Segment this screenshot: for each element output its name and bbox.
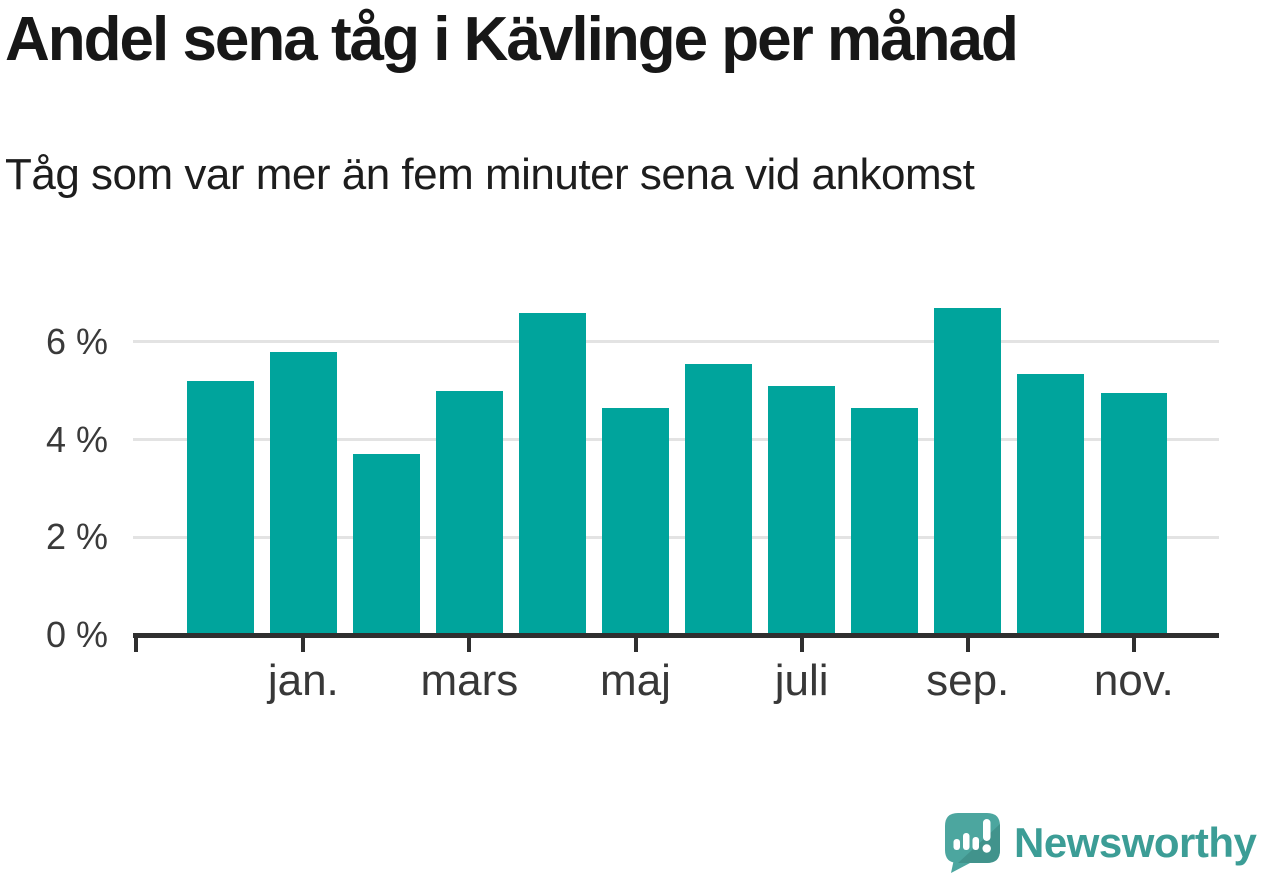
- bar-slot: [685, 293, 752, 635]
- x-axis-start-tick: [134, 636, 138, 652]
- x-tick-label: mars: [420, 656, 519, 705]
- bar-slot: [851, 293, 918, 635]
- bar: [851, 407, 918, 635]
- bar: [187, 380, 254, 635]
- bar: [602, 407, 669, 635]
- x-tick-label: jan.: [267, 656, 339, 705]
- bar: [1100, 393, 1168, 635]
- plot-area: jan. mars maj juli sep. nov.: [133, 293, 1219, 705]
- x-axis-tick: [799, 638, 804, 652]
- x-axis-tick: [965, 638, 970, 652]
- gridline: [133, 340, 1219, 343]
- chart-title: Andel sena tåg i Kävlinge per månad: [5, 5, 1019, 74]
- bar: [685, 363, 752, 635]
- bar: [519, 312, 586, 635]
- bar: [768, 385, 835, 635]
- bar: [353, 454, 420, 635]
- bar-slot: [187, 293, 254, 635]
- bar: [1017, 373, 1085, 635]
- y-tick-label: 6 %: [45, 321, 108, 362]
- x-tick-label: nov.: [1093, 656, 1174, 705]
- bar-slot: mars: [421, 293, 518, 705]
- gridline: [133, 536, 1219, 539]
- newsworthy-logo: Newsworthy: [944, 812, 1257, 874]
- x-axis-tick: [633, 638, 638, 652]
- bar-slot: maj: [600, 293, 671, 705]
- newsworthy-wordmark: Newsworthy: [1014, 819, 1257, 866]
- bar: [934, 307, 1001, 635]
- y-tick-label: 0 %: [45, 614, 108, 655]
- x-axis-tick: [467, 638, 472, 652]
- y-tick-label: 2 %: [45, 516, 108, 557]
- x-tick-label: juli: [774, 656, 829, 705]
- bar: [270, 351, 337, 635]
- bar-slot: sep.: [926, 293, 1009, 705]
- bar-slot: nov.: [1094, 293, 1174, 705]
- bar-slot: [519, 293, 586, 635]
- bar-slot: [353, 293, 420, 635]
- x-tick-label: sep.: [926, 656, 1010, 705]
- x-axis-line: [133, 633, 1219, 638]
- x-tick-label: maj: [600, 656, 671, 705]
- bar-slot: [1017, 293, 1085, 635]
- newsworthy-logo-mark-icon: [945, 813, 1000, 873]
- chart-subtitle: Tåg som var mer än fem minuter sena vid …: [5, 150, 975, 199]
- bar: [436, 390, 503, 635]
- bars-container: jan. mars maj juli sep. nov.: [133, 293, 1219, 705]
- bar-slot: juli: [768, 293, 835, 705]
- x-axis-tick: [1131, 638, 1136, 652]
- x-axis-tick: [301, 638, 306, 652]
- gridline: [133, 438, 1219, 441]
- y-tick-label: 4 %: [45, 419, 108, 460]
- bar-slot: jan.: [268, 293, 339, 705]
